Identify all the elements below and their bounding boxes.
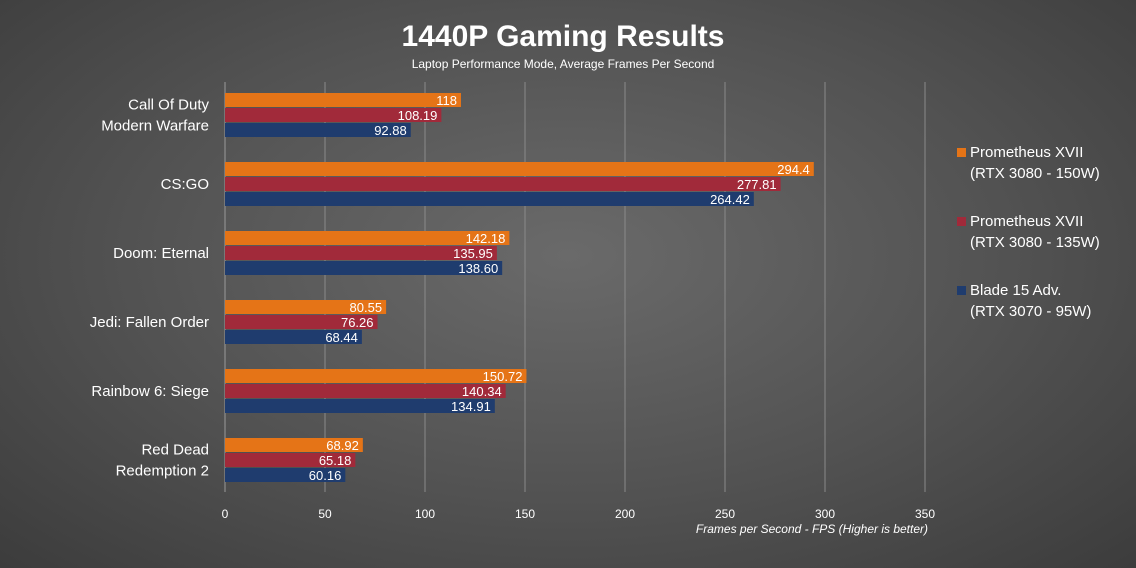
x-tick-label: 50 [318,507,332,521]
legend-label: Prometheus XVII [970,144,1083,161]
bar [225,384,506,398]
bar [225,315,378,329]
category-labels: Call Of Duty Modern Warfare CS:GO Doom: Ete… [90,97,210,480]
category-label: Redemption 2 [116,463,209,480]
chart-subtitle: Laptop Performance Mode, Average Frames … [412,57,715,71]
legend-label: Prometheus XVII [970,213,1083,230]
data-label: 68.44 [325,330,358,345]
category-label: Jedi: Fallen Order [90,314,209,331]
bars [225,93,814,482]
bar [225,468,346,482]
bar [225,261,503,275]
bar [225,369,527,383]
data-label: 138.60 [458,261,498,276]
x-tick-label: 200 [615,507,635,521]
data-label: 68.92 [326,438,359,453]
data-label: 65.18 [319,453,352,468]
bar [225,231,510,245]
legend-swatch [957,148,966,157]
category-label: Modern Warfare [101,118,209,135]
bar [225,246,497,260]
gridlines [224,82,926,492]
x-axis-label: Frames per Second - FPS (Higher is bette… [696,522,928,536]
data-label: 108.19 [398,108,438,123]
legend-label: (RTX 3080 - 150W) [970,165,1100,182]
data-label: 150.72 [483,369,523,384]
bar [225,177,781,191]
bar [225,162,814,176]
x-tick-labels: 0 50 100 150 200 250 300 350 [222,507,936,521]
legend-label: (RTX 3080 - 135W) [970,234,1100,251]
bar [225,438,363,452]
data-label: 264.42 [710,192,750,207]
data-label: 76.26 [341,315,374,330]
bar [225,192,754,206]
bar [225,123,411,137]
bar [225,108,442,122]
x-tick-label: 300 [815,507,835,521]
data-label: 140.34 [462,384,502,399]
data-label: 118 [436,93,457,108]
x-tick-label: 350 [915,507,935,521]
data-label: 294.4 [777,162,810,177]
x-tick-label: 250 [715,507,735,521]
x-tick-label: 150 [515,507,535,521]
data-label: 135.95 [453,246,493,261]
category-label: Call Of Duty [128,97,209,114]
category-label: Doom: Eternal [113,245,209,262]
x-tick-label: 0 [222,507,229,521]
data-label: 142.18 [466,231,506,246]
bar [225,453,356,467]
bar [225,93,461,107]
legend-swatch [957,286,966,295]
data-label: 134.91 [451,399,491,414]
data-label: 80.55 [350,300,383,315]
category-label: CS:GO [161,176,209,193]
data-label: 92.88 [374,123,407,138]
category-label: Red Dead [141,442,209,459]
bar [225,330,362,344]
x-tick-label: 100 [415,507,435,521]
bar [225,300,387,314]
data-label: 277.81 [737,177,777,192]
legend: Prometheus XVII (RTX 3080 - 150W) Promethe… [957,144,1100,320]
chart-title: 1440P Gaming Results [402,20,725,53]
data-label: 60.16 [309,468,342,483]
legend-label: Blade 15 Adv. [970,282,1061,299]
legend-swatch [957,217,966,226]
legend-label: (RTX 3070 - 95W) [970,303,1091,320]
bar [225,399,495,413]
category-label: Rainbow 6: Siege [91,383,209,400]
